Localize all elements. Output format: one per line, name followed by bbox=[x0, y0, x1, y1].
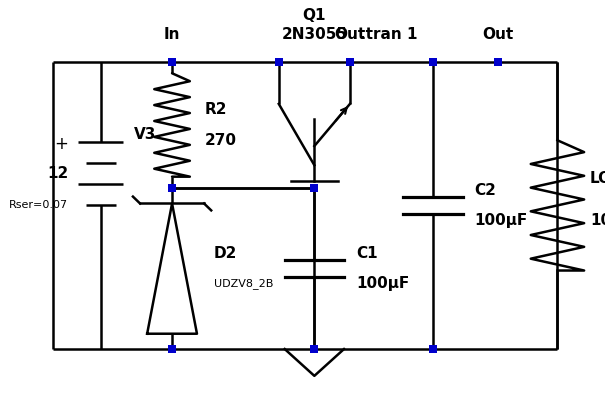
Text: In: In bbox=[164, 28, 180, 42]
Text: Q1: Q1 bbox=[302, 8, 326, 23]
Text: 270: 270 bbox=[204, 133, 237, 148]
Text: .tran 1: .tran 1 bbox=[360, 28, 417, 42]
Text: Rser=0.07: Rser=0.07 bbox=[9, 200, 68, 210]
Text: 100: 100 bbox=[590, 213, 605, 228]
Text: UDZV8_2B: UDZV8_2B bbox=[214, 279, 273, 289]
Text: 100μF: 100μF bbox=[356, 277, 409, 291]
Text: Out: Out bbox=[483, 28, 514, 42]
Text: C1: C1 bbox=[356, 246, 378, 261]
Text: C2: C2 bbox=[474, 183, 496, 198]
Text: 100μF: 100μF bbox=[474, 213, 528, 228]
Text: R2: R2 bbox=[204, 102, 227, 117]
Text: LOAD: LOAD bbox=[590, 171, 605, 186]
Text: Out: Out bbox=[335, 28, 365, 42]
Text: 2N3055: 2N3055 bbox=[281, 28, 347, 42]
Text: D2: D2 bbox=[214, 246, 237, 261]
Text: 12: 12 bbox=[47, 166, 68, 181]
Text: +: + bbox=[54, 135, 68, 153]
Text: V3: V3 bbox=[134, 127, 156, 142]
